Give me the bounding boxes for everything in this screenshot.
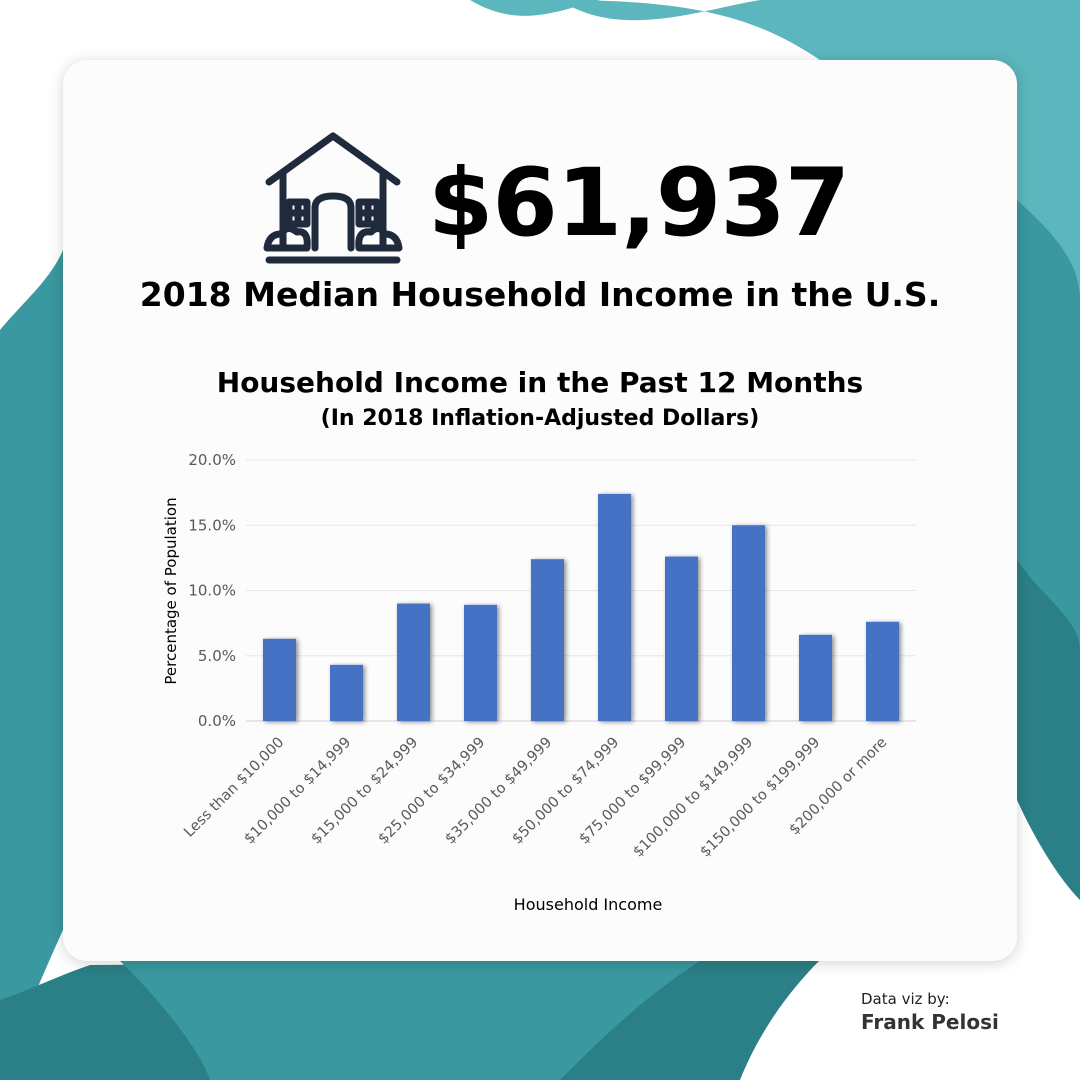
credit-name: Frank Pelosi xyxy=(861,1010,999,1034)
y-tick-label: 20.0% xyxy=(188,451,236,469)
y-tick-label: 0.0% xyxy=(198,712,236,730)
wave-dark-right xyxy=(1017,560,1080,900)
income-bar-chart: 0.0% 5.0% 10.0% 15.0% 20.0% Less than $10,00… xyxy=(162,451,916,914)
chart-subtitle: (In 2018 Inflation-Adjusted Dollars) xyxy=(320,406,760,431)
y-tick-label: 15.0% xyxy=(188,516,236,534)
bar xyxy=(464,604,497,721)
bar xyxy=(866,621,899,721)
x-axis-ticks: Less than $10,000$10,000 to $14,999$15,0… xyxy=(181,734,890,860)
gridlines xyxy=(246,459,916,722)
x-axis-label: Household Income xyxy=(514,895,663,914)
bar xyxy=(732,525,765,721)
wave-bottom-light xyxy=(120,961,700,1080)
y-axis-label: Percentage of Population xyxy=(162,497,180,684)
median-income-value: $61,937 xyxy=(428,149,850,258)
x-tick-label: $100,000 to $149,999 xyxy=(630,735,756,861)
chart-title: Household Income in the Past 12 Months xyxy=(216,366,864,399)
infographic-card: $61,937 2018 Median Household Income in … xyxy=(63,60,1017,961)
y-axis-ticks: 0.0% 5.0% 10.0% 15.0% 20.0% xyxy=(188,451,236,730)
bars xyxy=(263,493,899,721)
bar xyxy=(598,493,631,721)
y-tick-label: 10.0% xyxy=(188,582,236,600)
bar xyxy=(665,556,698,721)
bar xyxy=(531,559,564,721)
credit-label: Data viz by: xyxy=(861,990,950,1008)
bar xyxy=(799,634,832,721)
bar xyxy=(397,603,430,721)
bar xyxy=(330,664,363,721)
wave-left xyxy=(0,250,63,1080)
x-tick-label: $150,000 to $199,999 xyxy=(697,735,823,861)
bar xyxy=(263,638,296,721)
median-income-subtitle: 2018 Median Household Income in the U.S. xyxy=(139,275,941,314)
y-tick-label: 5.0% xyxy=(198,647,236,665)
house-icon xyxy=(263,132,403,264)
